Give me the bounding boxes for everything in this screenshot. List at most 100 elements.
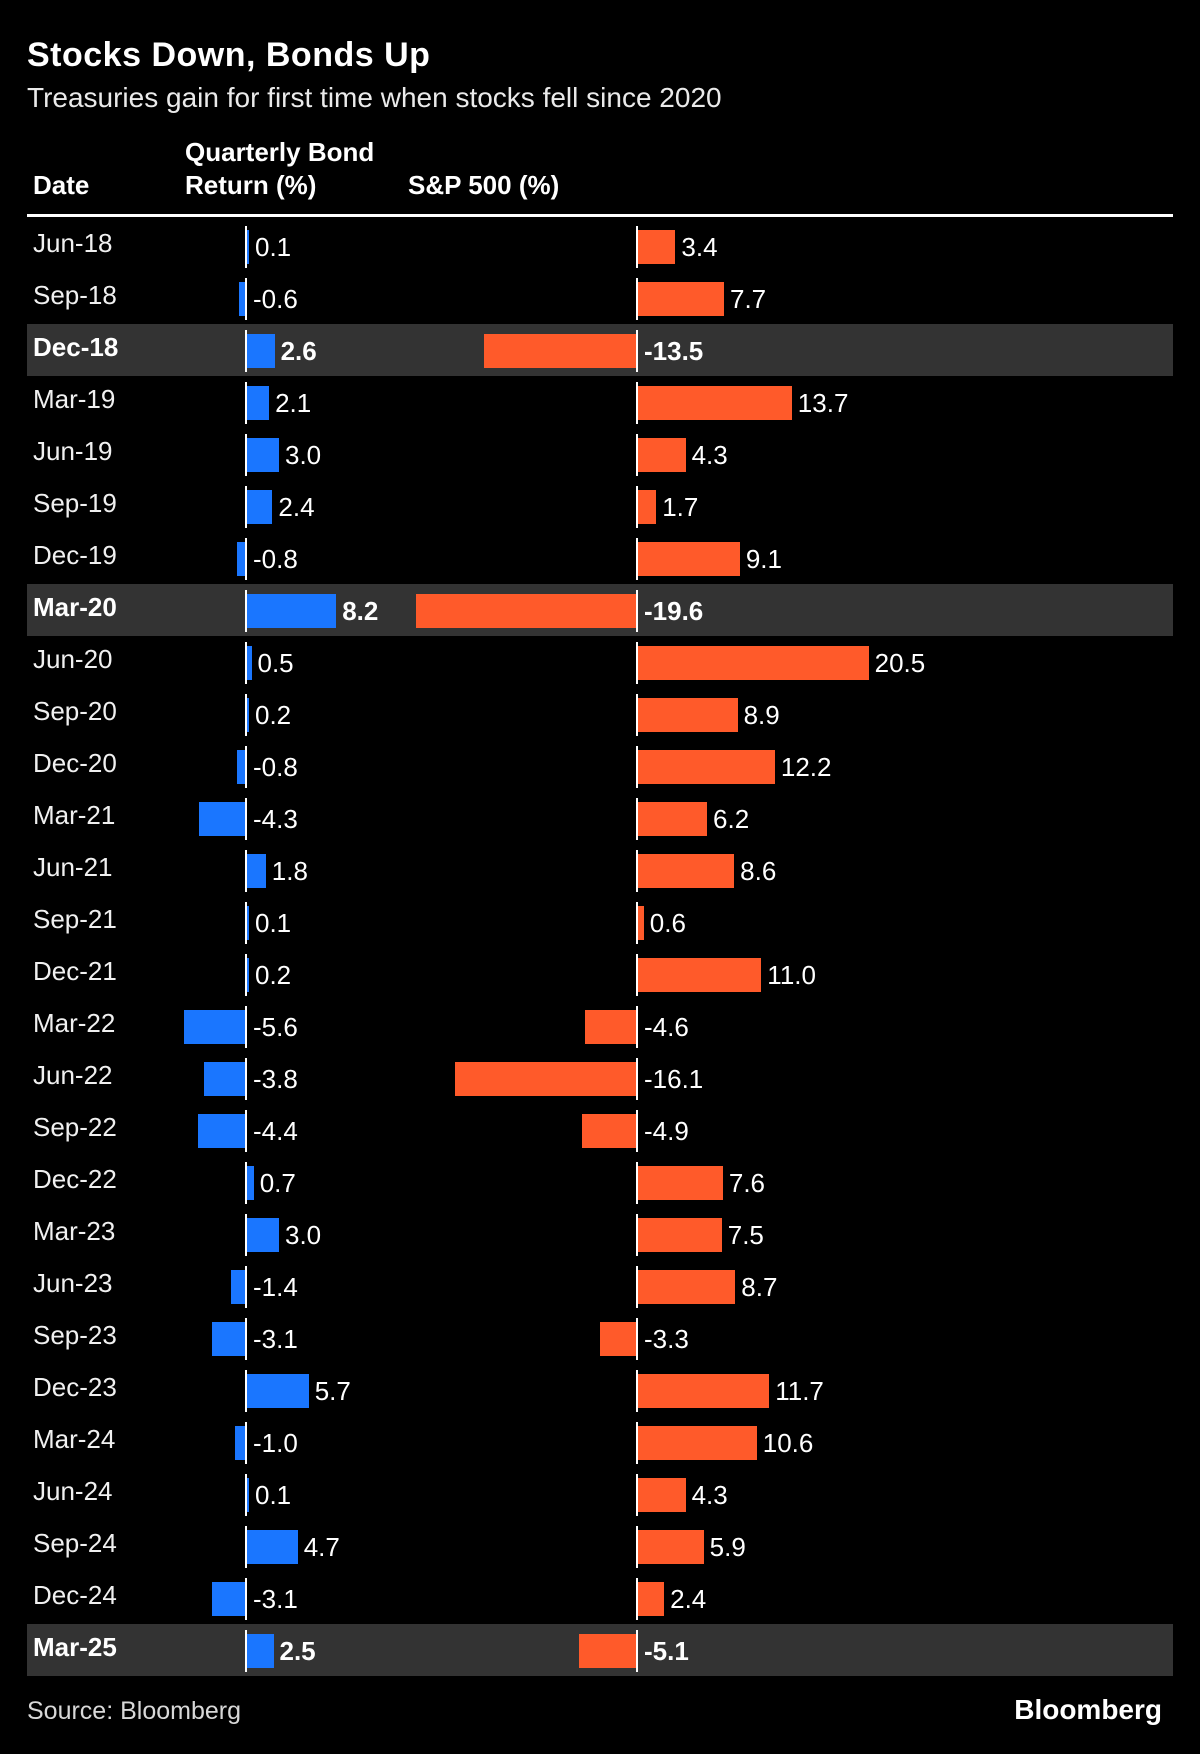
sp500-bar xyxy=(637,490,657,524)
header-date: Date xyxy=(33,170,90,200)
sp500-axis-tick xyxy=(636,1422,638,1464)
date-label: Sep-20 xyxy=(33,696,117,726)
date-label: Sep-24 xyxy=(33,1528,117,1558)
bond-return-value: -4.4 xyxy=(253,1116,298,1146)
sp500-value: 1.7 xyxy=(662,492,699,522)
sp500-axis-tick xyxy=(636,1058,638,1100)
sp500-axis-tick xyxy=(636,1110,638,1152)
bond-return-bar xyxy=(211,1582,246,1616)
date-label: Sep-19 xyxy=(33,488,117,518)
bond-return-value: 2.6 xyxy=(280,336,317,366)
bond-return-value: 0.1 xyxy=(255,908,292,938)
sp500-value: 7.5 xyxy=(727,1220,764,1250)
sp500-bar xyxy=(585,1010,637,1044)
date-label: Dec-20 xyxy=(33,748,117,778)
table-row: Mar-25 2.5 -5.1 xyxy=(0,1624,1200,1676)
bond-return-bar xyxy=(246,906,249,940)
table-row: Jun-23 -1.4 8.7 xyxy=(0,1260,1200,1312)
sp500-bar xyxy=(637,1530,704,1564)
bond-return-bar xyxy=(246,334,275,368)
bond-return-value: 0.2 xyxy=(255,700,292,730)
sp500-value: -16.1 xyxy=(644,1064,704,1094)
date-label: Dec-21 xyxy=(33,956,117,986)
bond-return-bar xyxy=(246,1530,298,1564)
table-row: Dec-23 5.7 11.7 xyxy=(0,1364,1200,1416)
sp500-axis-tick xyxy=(636,486,638,528)
date-label: Mar-23 xyxy=(33,1216,116,1246)
sp500-value: 8.9 xyxy=(743,700,780,730)
sp500-value: 7.7 xyxy=(730,284,767,314)
table-row: Jun-24 0.1 4.3 xyxy=(0,1468,1200,1520)
bond-axis-tick xyxy=(245,798,247,840)
sp500-value: 12.2 xyxy=(780,752,832,782)
date-label: Jun-21 xyxy=(33,852,113,882)
bond-axis-tick xyxy=(245,642,247,684)
bond-return-value: 3.0 xyxy=(285,1220,322,1250)
sp500-bar xyxy=(637,906,644,940)
sp500-axis-tick xyxy=(636,1578,638,1620)
bond-axis-tick xyxy=(245,1578,247,1620)
bond-axis-tick xyxy=(245,226,247,268)
table-row: Jun-22 -3.8 -16.1 xyxy=(0,1052,1200,1104)
sp500-bar xyxy=(637,1426,757,1460)
table-row: Dec-24 -3.1 2.4 xyxy=(0,1572,1200,1624)
sp500-axis-tick xyxy=(636,1162,638,1204)
date-label: Dec-23 xyxy=(33,1372,117,1402)
bond-axis-tick xyxy=(245,1422,247,1464)
sp500-value: 2.4 xyxy=(670,1584,707,1614)
date-label: Sep-21 xyxy=(33,904,117,934)
sp500-axis-tick xyxy=(636,902,638,944)
bond-return-value: -1.0 xyxy=(253,1428,298,1458)
bond-return-bar xyxy=(235,1426,246,1460)
sp500-axis-tick xyxy=(636,590,638,632)
bond-axis-tick xyxy=(245,1630,247,1672)
sp500-value: 9.1 xyxy=(745,544,782,574)
source-note: Source: Bloomberg xyxy=(27,1697,242,1725)
bond-axis-tick xyxy=(245,1474,247,1516)
bond-axis-tick xyxy=(245,1162,247,1204)
date-label: Mar-21 xyxy=(33,800,116,830)
sp500-bar xyxy=(599,1322,637,1356)
bond-return-value: 2.5 xyxy=(279,1636,316,1666)
sp500-bar xyxy=(637,854,735,888)
bond-axis-tick xyxy=(245,590,247,632)
sp500-value: -13.5 xyxy=(644,336,704,366)
sp500-value: 4.3 xyxy=(691,440,728,470)
sp500-axis-tick xyxy=(636,1526,638,1568)
sp500-bar xyxy=(581,1114,637,1148)
bond-axis-tick xyxy=(245,382,247,424)
bond-axis-tick xyxy=(245,486,247,528)
table-row: Sep-24 4.7 5.9 xyxy=(0,1520,1200,1572)
bond-axis-tick xyxy=(245,746,247,788)
sp500-axis-tick xyxy=(636,278,638,320)
bond-return-bar xyxy=(246,958,249,992)
bond-return-bar xyxy=(246,1166,254,1200)
date-label: Jun-24 xyxy=(33,1476,113,1506)
sp500-axis-tick xyxy=(636,642,638,684)
table-row: Mar-19 2.1 13.7 xyxy=(0,376,1200,428)
sp500-axis-tick xyxy=(636,694,638,736)
sp500-bar xyxy=(637,386,792,420)
bond-axis-tick xyxy=(245,1318,247,1360)
sp500-bar xyxy=(484,334,637,368)
sp500-value: -3.3 xyxy=(644,1324,689,1354)
date-label: Mar-20 xyxy=(33,592,117,622)
bond-return-value: 2.1 xyxy=(275,388,312,418)
sp500-axis-tick xyxy=(636,954,638,996)
bond-axis-tick xyxy=(245,1006,247,1048)
sp500-value: 6.2 xyxy=(713,804,750,834)
bond-return-bar xyxy=(246,646,252,680)
bond-axis-tick xyxy=(245,1058,247,1100)
date-label: Mar-25 xyxy=(33,1632,117,1662)
bond-return-value: 0.2 xyxy=(255,960,292,990)
bond-return-bar xyxy=(246,1218,279,1252)
sp500-value: 5.9 xyxy=(709,1532,746,1562)
sp500-bar xyxy=(637,438,686,472)
sp500-axis-tick xyxy=(636,1630,638,1672)
date-label: Jun-22 xyxy=(33,1060,113,1090)
date-label: Mar-22 xyxy=(33,1008,116,1038)
bond-axis-tick xyxy=(245,1214,247,1256)
bond-return-bar xyxy=(246,594,337,628)
bond-return-bar xyxy=(246,386,270,420)
bond-axis-tick xyxy=(245,1266,247,1308)
